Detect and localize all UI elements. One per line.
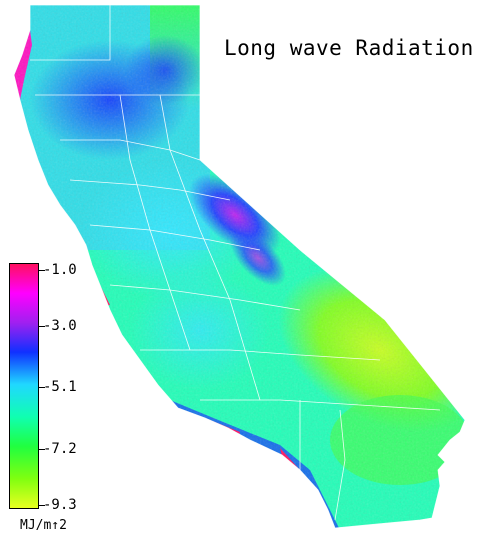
legend-unit: MJ/m↑2 [20,518,67,533]
legend-tick-mark [39,387,45,388]
legend-colorbar [9,263,39,509]
legend-tick-mark [39,326,45,327]
legend-tick-label: -7.2 [43,441,77,457]
legend-tick-label: -9.3 [43,497,77,513]
legend-tick-label: -1.0 [43,262,77,278]
legend-tick-label: -5.1 [43,379,77,395]
legend-tick-mark [39,449,45,450]
legend-tick-mark [39,505,45,506]
legend-tick-mark [39,270,45,271]
map-title: Long wave Radiation [224,36,474,60]
legend-tick-label: -3.0 [43,318,77,334]
